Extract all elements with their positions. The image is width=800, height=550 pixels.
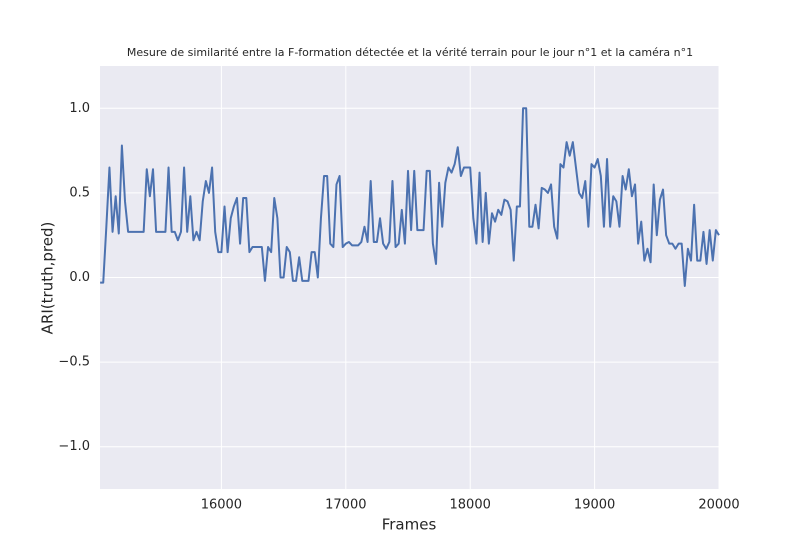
x-tick-label: 19000: [574, 498, 615, 513]
y-tick-label: 1.0: [69, 101, 90, 116]
x-tick-label: 18000: [450, 498, 491, 513]
y-tick-label: 0.0: [69, 270, 90, 285]
data-line: [100, 107, 720, 287]
x-axis-label: Frames: [382, 516, 437, 534]
y-tick-label: 0.5: [69, 185, 90, 200]
x-tick-label: 20000: [698, 498, 739, 513]
y-tick-label: −0.5: [58, 355, 90, 370]
x-tick-label: 16000: [201, 498, 242, 513]
chart-title: Mesure de similarité entre la F-formatio…: [127, 46, 693, 59]
y-axis-label: ARI(truth,pred): [39, 222, 57, 335]
y-tick-label: −1.0: [58, 439, 90, 454]
x-tick-label: 17000: [325, 498, 366, 513]
